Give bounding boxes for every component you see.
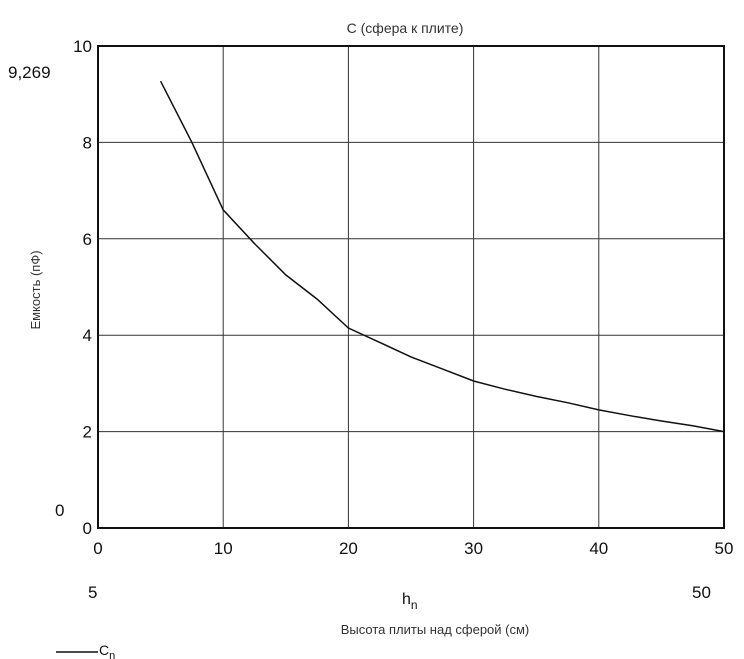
legend-label: Cn <box>99 642 115 659</box>
y-tick-labels: 0 2 4 6 8 10 <box>73 37 92 538</box>
x-tick-label: 0 <box>93 539 102 558</box>
y-tick-label: 2 <box>83 423 92 442</box>
x-tick-label: 30 <box>464 539 483 558</box>
y-extra-tick-max: 9,269 <box>8 63 51 82</box>
y-tick-label: 6 <box>83 230 92 249</box>
x-variable-subscript: n <box>411 598 418 612</box>
y-tick-label: 0 <box>83 519 92 538</box>
chart-title: C (сфера к плите) <box>347 20 464 36</box>
y-extra-tick-min: 0 <box>55 501 64 520</box>
x-tick-label: 40 <box>589 539 608 558</box>
y-axis-label: Емкость (пФ) <box>28 250 43 329</box>
y-tick-label: 4 <box>83 326 92 345</box>
x-tick-labels: 0 10 20 30 40 50 <box>93 539 733 558</box>
x-tick-label: 10 <box>214 539 233 558</box>
plot-frame <box>97 45 725 529</box>
grid <box>97 45 725 529</box>
x-axis-label: Высота плиты над сферой (см) <box>341 622 530 637</box>
y-tick-label: 10 <box>73 37 92 56</box>
series-line-c <box>159 80 725 433</box>
x-extra-tick-min: 5 <box>88 583 97 602</box>
legend-series-name: C <box>99 642 109 658</box>
legend-series-subscript: n <box>109 650 115 659</box>
x-tick-label: 50 <box>715 539 734 558</box>
x-tick-label: 20 <box>339 539 358 558</box>
x-variable-label: hn <box>402 591 418 612</box>
x-variable-name: h <box>402 591 411 608</box>
y-tick-label: 8 <box>83 133 92 152</box>
x-extra-tick-max: 50 <box>692 583 711 602</box>
legend: Cn <box>56 642 115 659</box>
